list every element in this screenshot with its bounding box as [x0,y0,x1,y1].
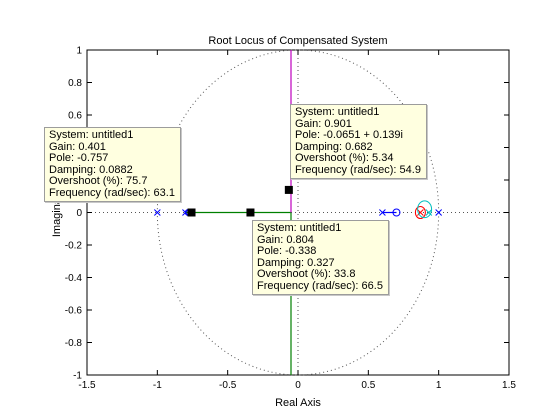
datatip-overshoot: Overshoot (%): 33.8 [257,268,356,280]
x-tick-label: -1.5 [78,380,96,391]
pole-stroke [425,209,433,216]
pole-stroke [153,209,161,216]
datatip-pole: Pole: -0.0651 + 0.139i [295,129,403,141]
pole-marker [435,209,443,216]
y-tick-label: -0.6 [65,306,83,317]
datatip-gain: Gain: 0.901 [295,117,352,130]
x-tick-label: 1 [436,380,442,391]
datatip-damping: Damping: 0.327 [257,256,335,269]
y-tick-label: -0.4 [65,273,83,284]
datatip-overshoot: Overshoot (%): 5.34 [295,152,394,164]
y-tick-label: -1 [73,371,82,382]
pole-marker [417,209,424,216]
datatip-upper-right[interactable]: System: untitled1 Gain: 0.901 Pole: -0.0… [290,104,427,179]
datatip-pole: Pole: -0.757 [49,152,109,164]
datatip-pole: Pole: -0.338 [257,245,317,257]
datatip-frequency: Frequency (rad/sec): 66.5 [257,279,383,292]
x-axis-label: Real Axis [275,397,321,409]
zero-marker [414,206,426,219]
x-tick-label: 0.5 [361,380,375,391]
x-tick-label: -0.5 [219,380,237,391]
chart-title: Root Locus of Compensated System [208,35,387,47]
datatip-damping: Damping: 0.682 [295,140,373,153]
x-tick-label: -1 [153,380,162,391]
datatip-frequency: Frequency (rad/sec): 63.1 [49,186,175,199]
zero-marker [392,208,401,217]
pole-marker [425,209,433,216]
datatip-gain: Gain: 0.804 [257,233,314,246]
datatip-system: System: untitled1 [257,222,342,234]
pole-stroke [417,209,424,216]
y-tick-label: 0 [76,208,82,219]
datatip-anchor-marker [284,185,293,194]
datatip-system: System: untitled1 [295,106,380,118]
pole-stroke [435,209,443,216]
datatip-frequency: Frequency (rad/sec): 54.9 [295,163,421,176]
x-tick-label: 0 [295,380,301,391]
datatip-gain: Gain: 0.401 [49,140,106,153]
y-tick-label: -0.2 [65,241,83,252]
pole-marker [153,209,161,216]
zero-marker [417,200,433,219]
datatip-anchor-marker [246,208,255,217]
y-tick-label: 0.8 [68,78,82,89]
datatip-system: System: untitled1 [49,129,134,141]
y-tick-label: 0.6 [68,111,82,122]
y-tick-label: -0.8 [65,338,83,349]
datatip-lower-middle[interactable]: System: untitled1 Gain: 0.804 Pole: -0.3… [252,220,389,295]
datatip-anchor-marker [187,208,196,217]
datatip-damping: Damping: 0.0882 [49,163,133,176]
pole-stroke [379,209,386,216]
x-tick-label: 1.5 [502,380,516,391]
datatip-overshoot: Overshoot (%): 75.7 [49,175,148,187]
pole-marker [379,209,386,216]
datatip-left[interactable]: System: untitled1 Gain: 0.401 Pole: -0.7… [44,127,181,202]
y-tick-label: 1 [76,46,82,57]
